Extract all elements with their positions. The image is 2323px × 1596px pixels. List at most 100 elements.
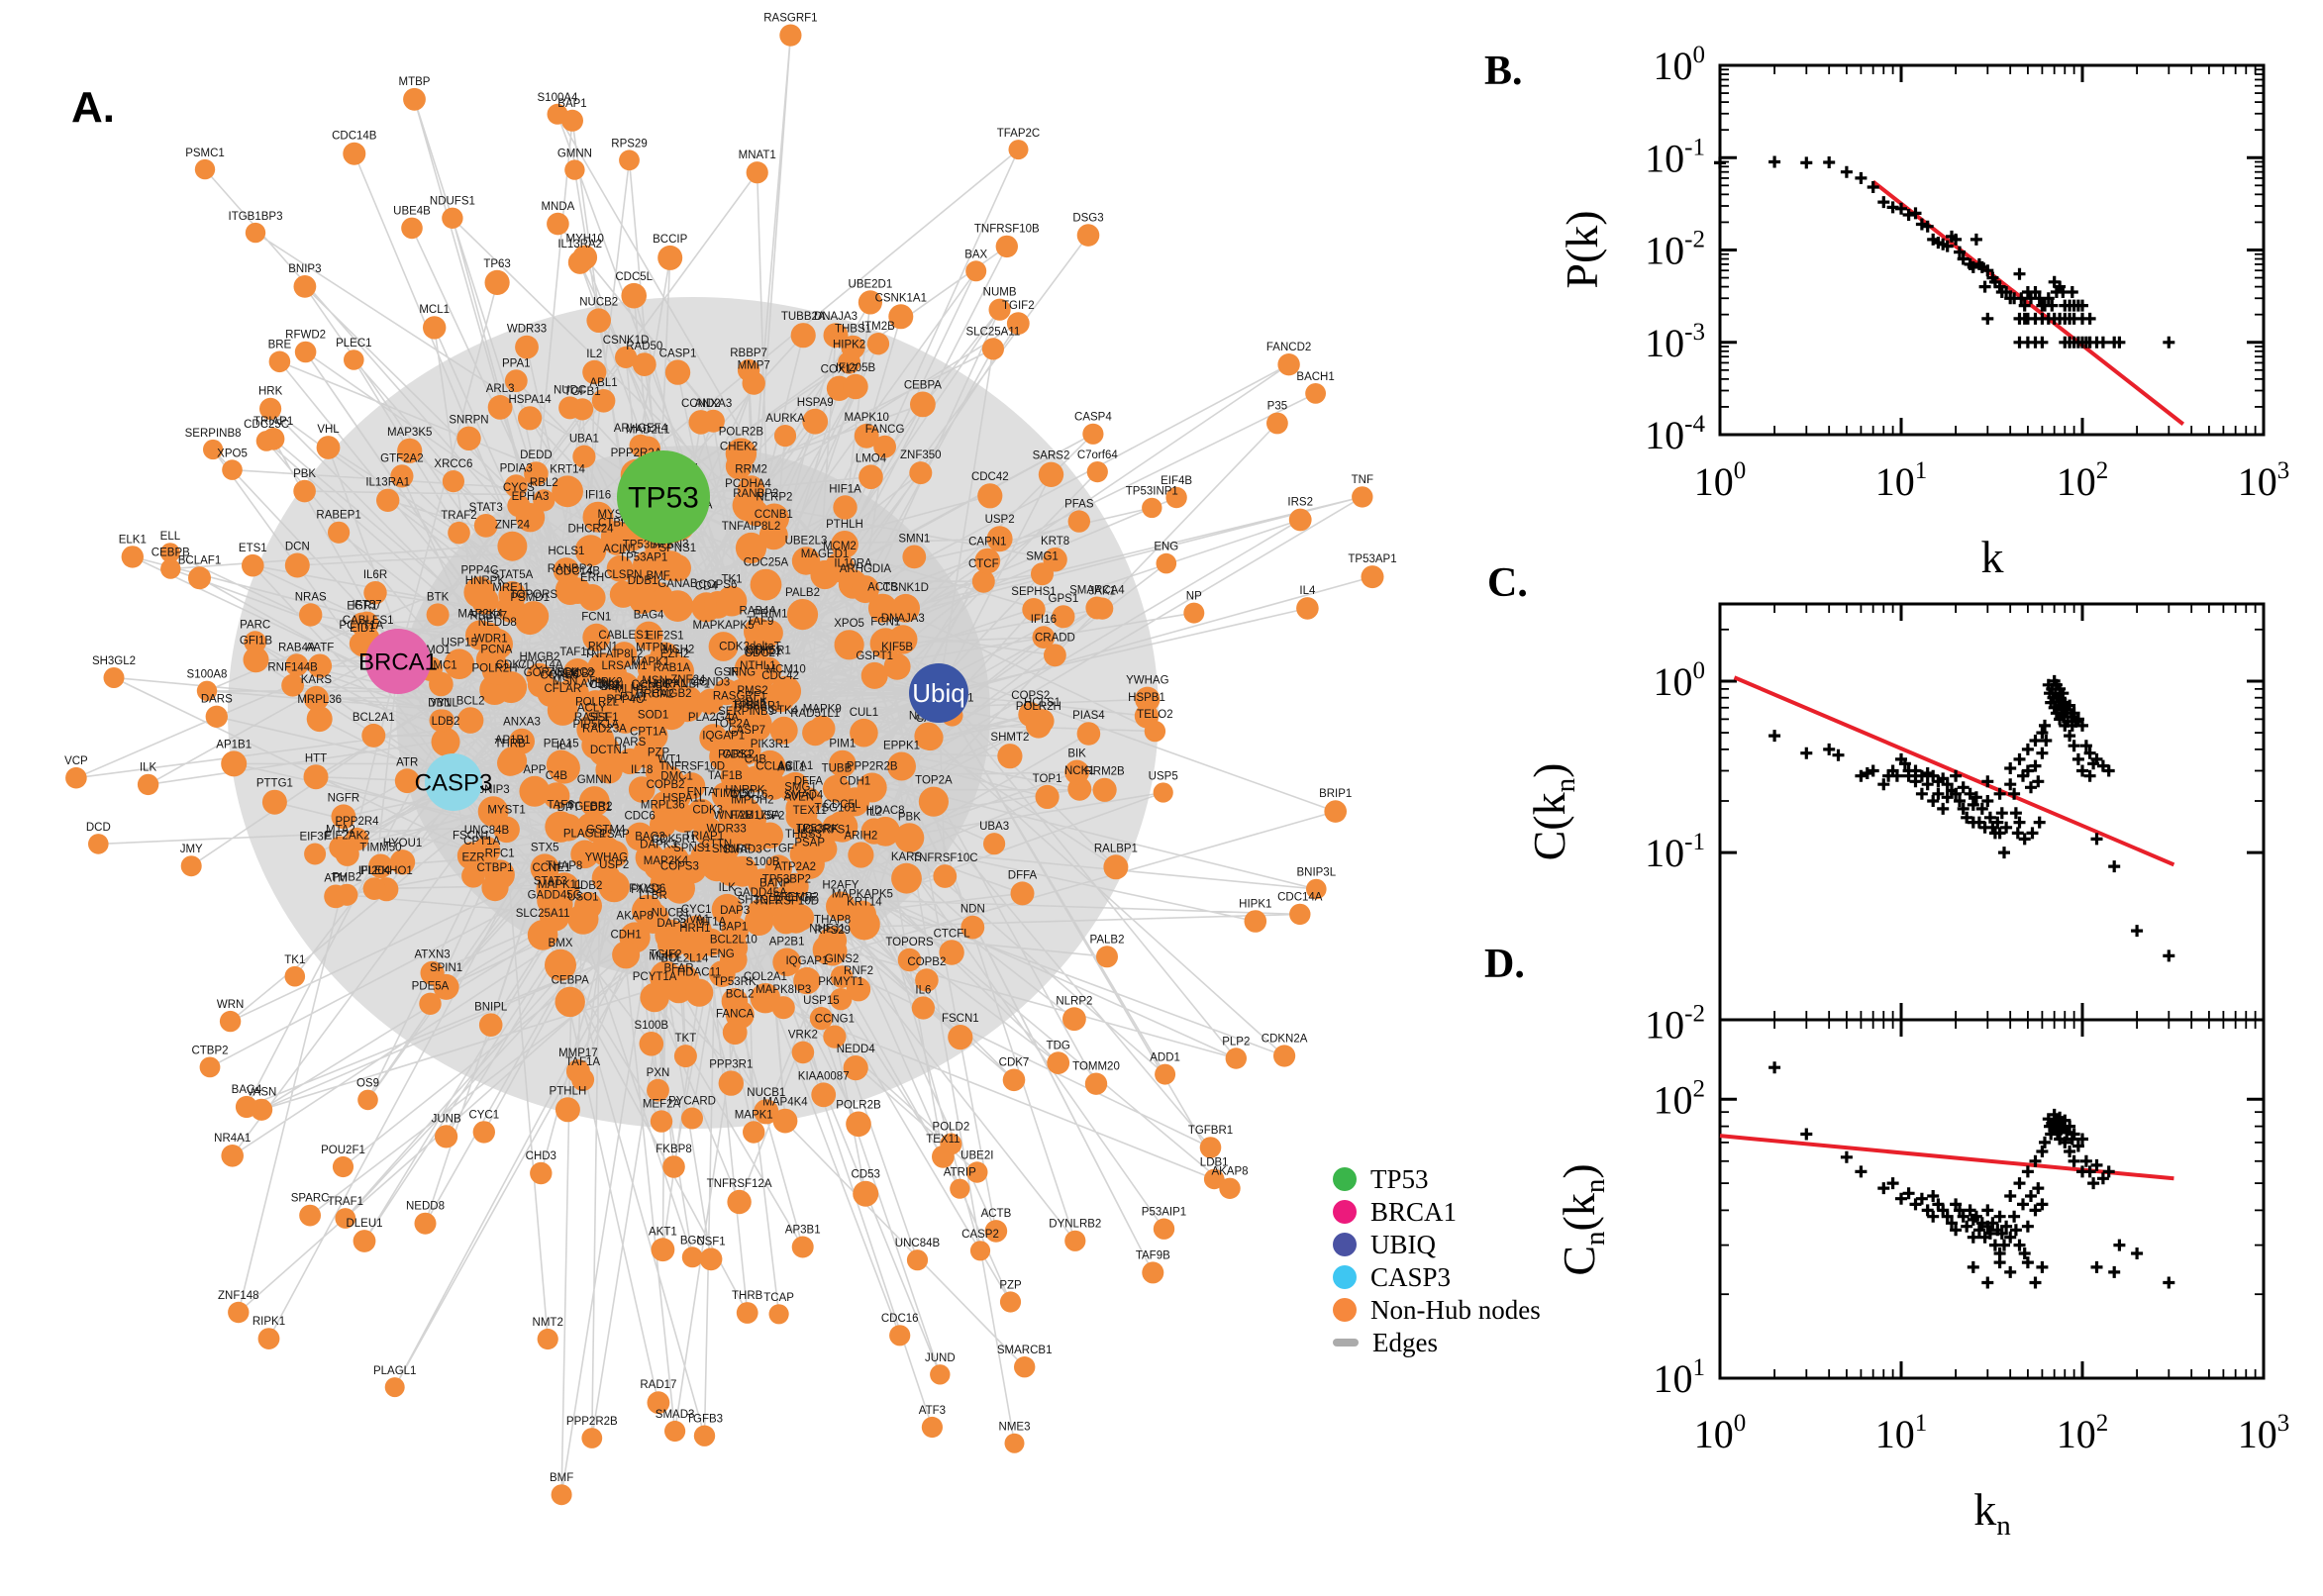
- network-node-label: XPO5: [834, 618, 864, 630]
- network-node-label: NEDD8: [406, 1201, 445, 1213]
- network-node-label: TDG: [1047, 1040, 1070, 1051]
- network-node: [335, 1208, 356, 1229]
- network-node-label: DCN: [285, 542, 310, 553]
- network-node: [745, 906, 774, 936]
- network-node: [1010, 881, 1035, 906]
- network-node-label: PCDHA4: [725, 478, 771, 490]
- network-node-label: ELK1: [119, 534, 147, 546]
- network-node: [1296, 597, 1319, 620]
- network-node: [750, 568, 782, 601]
- network-node: [743, 1121, 765, 1144]
- network-node-label: DYNLRB2: [1049, 1219, 1101, 1231]
- network-node: [848, 842, 874, 868]
- network-node: [969, 1241, 991, 1261]
- network-node-label: RRM2: [735, 463, 767, 475]
- network-node: [685, 978, 714, 1007]
- network-node: [930, 1364, 951, 1385]
- network-node-label: RAD17: [640, 1379, 676, 1391]
- network-node: [493, 816, 520, 844]
- legend-label: TP53: [1370, 1163, 1429, 1194]
- network-node-label: ITM2B: [861, 321, 895, 333]
- network-node-label: DFFA: [1008, 869, 1038, 881]
- network-node-label: TFAP2C: [997, 128, 1040, 140]
- network-node: [285, 653, 309, 677]
- network-node: [858, 464, 883, 490]
- network-node-label: BCCIP: [653, 234, 687, 246]
- network-node-label: PIM1: [829, 739, 856, 750]
- network-node-label: CDK7: [496, 659, 527, 671]
- network-node-label: UNC84B: [464, 825, 510, 837]
- network-node: [558, 396, 582, 420]
- network-node-label: TGFBR2: [567, 801, 612, 813]
- network-node-label: SHMT2: [990, 732, 1029, 744]
- network-node: [662, 1155, 685, 1178]
- network-node: [735, 532, 767, 564]
- network-node-label: CDC25A: [744, 557, 789, 569]
- network-node-label: VCP: [64, 755, 88, 767]
- network-node: [1156, 552, 1177, 574]
- network-node: [681, 1247, 703, 1268]
- network-node: [284, 552, 310, 578]
- network-node-label: APP: [523, 764, 546, 776]
- network-node: [545, 811, 576, 843]
- network-node: [889, 1325, 911, 1347]
- network-node: [887, 751, 916, 781]
- network-node: [350, 612, 374, 637]
- network-node-label: RALBP1: [1094, 843, 1138, 854]
- network-node: [390, 464, 414, 488]
- network-node-label: TP63: [483, 258, 511, 270]
- network-node: [720, 821, 747, 848]
- network-node-label: RABEP1: [316, 510, 360, 522]
- network-node-label: CCND3: [631, 679, 670, 691]
- network-node: [1052, 605, 1075, 629]
- network-node-label: PCNA: [480, 645, 512, 656]
- network-node-label: S100A8: [187, 669, 228, 681]
- network-node-label: TP53AP1: [619, 552, 667, 564]
- network-node-label: ATXN3: [414, 949, 450, 961]
- network-node-label: PALB2: [1090, 934, 1125, 946]
- network-node: [504, 369, 528, 393]
- network-node-label: TNFAIP8L2: [584, 648, 643, 660]
- network-node: [524, 461, 549, 486]
- network-node-label: SPIN1: [430, 962, 462, 974]
- network-node-label: STK4: [769, 705, 798, 717]
- network-node: [1004, 1433, 1025, 1453]
- network-node: [472, 1121, 495, 1144]
- network-node-label: FNTA: [687, 787, 717, 799]
- network-node-label: CDC25C: [244, 419, 289, 431]
- network-node-label: PTTG1: [256, 778, 293, 790]
- network-node: [757, 620, 783, 647]
- network-node-label: CTGF: [785, 892, 816, 904]
- network-node-label: POLR2L: [575, 696, 620, 708]
- network-node: [343, 142, 366, 165]
- network-node-label: TP53BP2: [762, 873, 811, 885]
- network-node: [88, 834, 109, 854]
- network-node: [581, 690, 610, 718]
- network-node-label: VHL: [317, 424, 340, 436]
- network-node: [268, 350, 291, 373]
- network-node-label: HTT: [305, 752, 327, 764]
- network-node-label: FANCA: [716, 1008, 755, 1020]
- network-node-label: EIF4B: [1161, 475, 1192, 487]
- network-node-label: DEDD: [520, 449, 553, 461]
- network-node: [293, 275, 317, 298]
- network-node: [353, 1230, 376, 1252]
- network-node-label: SH3GL2: [92, 655, 136, 667]
- network-node-label: CDK5R1: [652, 834, 696, 846]
- network-node: [950, 1178, 970, 1199]
- network-node-label: EZH2: [660, 648, 689, 660]
- network-node: [697, 688, 724, 715]
- network-node: [473, 514, 498, 538]
- chart-frame: [1718, 63, 2266, 437]
- network-node-label: CDK7: [999, 1057, 1030, 1069]
- network-node-label: TAF1A: [565, 1056, 600, 1068]
- network-node-label: ACTA1: [777, 760, 813, 772]
- network-node: [1062, 1007, 1086, 1032]
- network-node-label: HCLS1: [548, 546, 584, 557]
- network-node-label: FSCN1: [942, 1013, 979, 1025]
- network-node: [716, 585, 748, 617]
- network-node: [1002, 1068, 1026, 1092]
- network-node: [376, 488, 400, 512]
- network-node-label: RAD50: [626, 341, 662, 352]
- network-node: [1006, 312, 1030, 335]
